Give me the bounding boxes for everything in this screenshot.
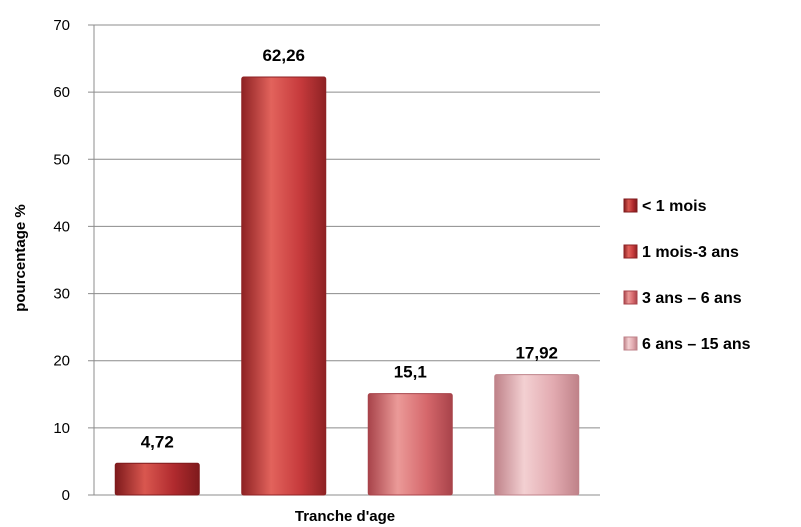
y-tick-label: 30 — [53, 286, 70, 303]
data-label-4: 17,92 — [515, 344, 558, 363]
data-label-2: 62,26 — [262, 46, 305, 65]
bar-2 — [241, 76, 327, 496]
y-tick-label: 70 — [53, 17, 70, 34]
bar-4 — [494, 374, 580, 496]
data-label-3: 15,1 — [394, 363, 427, 382]
y-tick-label: 20 — [53, 353, 70, 370]
y-tick-label: 60 — [53, 84, 70, 101]
legend-label-4: 6 ans – 15 ans — [642, 336, 751, 353]
y-tick-label: 40 — [53, 218, 70, 235]
legend-label-2: 1 mois-3 ans — [642, 244, 739, 261]
grid-lines — [88, 24, 600, 496]
legend-swatch-1 — [623, 198, 638, 213]
y-tick-label: 50 — [53, 151, 70, 168]
bar-1 — [114, 462, 200, 496]
y-tick-label: 10 — [53, 420, 70, 437]
data-labels: 4,72 62,26 15,1 17,92 — [141, 46, 558, 451]
legend-swatch-2 — [623, 244, 638, 259]
y-axis-title: pourcentage % — [12, 204, 29, 312]
bar-3 — [367, 393, 453, 496]
y-axis: 0 10 20 30 40 50 60 70 — [53, 17, 95, 504]
legend-label-1: < 1 mois — [642, 198, 707, 215]
x-axis-title: Tranche d'age — [295, 508, 395, 525]
data-label-1: 4,72 — [141, 432, 174, 451]
y-tick-label: 0 — [62, 487, 70, 504]
legend: < 1 mois 1 mois-3 ans 3 ans – 6 ans 6 ans –… — [623, 198, 751, 353]
legend-swatch-3 — [623, 290, 638, 305]
legend-swatch-4 — [623, 336, 638, 351]
legend-label-3: 3 ans – 6 ans — [642, 290, 742, 307]
bars — [114, 76, 580, 496]
